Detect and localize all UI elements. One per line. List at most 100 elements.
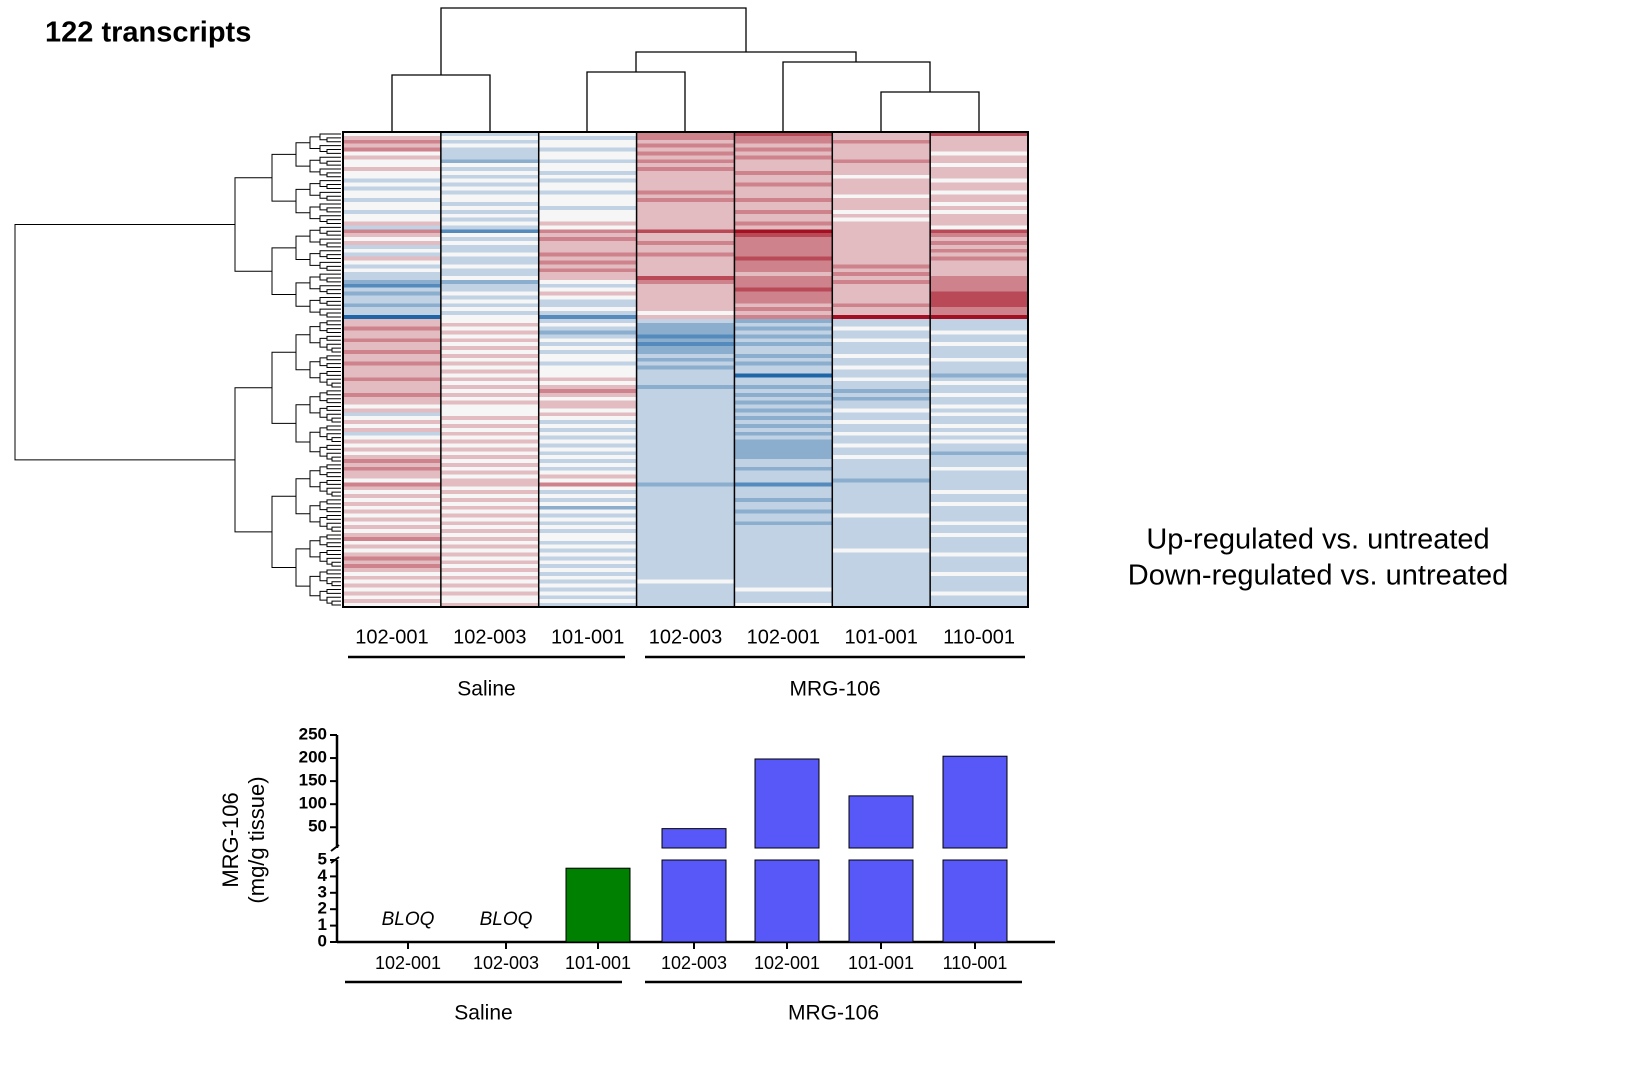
heatmap-cell — [538, 244, 637, 250]
heatmap-cell — [636, 244, 735, 250]
heatmap-cell — [538, 182, 637, 187]
heatmap-cell — [538, 194, 637, 199]
heatmap-cell — [343, 334, 442, 339]
heatmap-cell — [538, 571, 637, 577]
heatmap-cell — [930, 560, 1029, 565]
heatmap-cell — [440, 307, 540, 312]
heatmap-cell — [636, 381, 735, 386]
heatmap-cell — [343, 536, 442, 542]
heatmap-cell — [832, 548, 931, 553]
heatmap-cell — [832, 478, 931, 483]
heatmap-cell — [734, 447, 833, 452]
row-dendrogram — [309, 540, 320, 558]
heatmap-cell — [832, 186, 931, 191]
heatmap-cell — [440, 599, 540, 604]
heatmap-cell — [440, 147, 540, 152]
row-dendrogram — [326, 242, 341, 248]
heatmap-cell — [930, 583, 1029, 588]
row-dendrogram — [319, 133, 341, 141]
heatmap-cell — [343, 396, 442, 401]
heatmap-cell — [734, 548, 833, 553]
heatmap-cell — [734, 330, 833, 335]
heatmap-cell — [832, 190, 931, 195]
heatmap-cell — [636, 447, 735, 452]
heatmap-cell — [832, 205, 931, 211]
heatmap-cell — [734, 536, 833, 542]
row-dendrogram — [319, 250, 341, 258]
heatmap-cell — [440, 252, 540, 257]
row-dendrogram — [326, 499, 341, 505]
heatmap-cell — [832, 194, 931, 199]
heatmap-cell — [636, 295, 735, 300]
heatmap-cell — [930, 225, 1029, 230]
row-dendrogram — [326, 355, 341, 361]
heatmap-cell — [440, 178, 540, 183]
heatmap-cell — [832, 431, 931, 436]
heatmap-cell — [636, 361, 735, 366]
heatmap-cell — [832, 287, 931, 292]
heatmap-cell — [538, 552, 637, 557]
heatmap-cell — [930, 587, 1029, 592]
heatmap-cell — [930, 307, 1029, 312]
heatmap-cell — [343, 272, 442, 277]
heatmap-cell — [343, 587, 442, 592]
row-dendrogram — [309, 136, 320, 150]
heatmap-cell — [440, 314, 540, 320]
row-dendrogram — [319, 322, 327, 332]
heatmap-cell — [343, 505, 442, 510]
row-dendrogram — [326, 577, 341, 585]
row-dendrogram — [14, 223, 235, 461]
heatmap-cell — [636, 529, 735, 534]
heatmap-cell — [930, 311, 1029, 316]
row-dendrogram — [309, 183, 320, 196]
heatmap-cell — [343, 299, 442, 304]
heatmap-cell — [734, 248, 833, 253]
row-dendrogram — [319, 308, 341, 316]
heatmap-cell — [343, 237, 442, 242]
heatmap-cell — [343, 482, 442, 487]
heatmap-cell — [538, 163, 637, 168]
heatmap-cell — [930, 342, 1029, 347]
heatmap-cell — [538, 451, 637, 456]
heatmap-cell — [930, 536, 1029, 542]
heatmap-cell — [440, 248, 540, 253]
heatmap-cell — [930, 455, 1029, 460]
heatmap-cell — [930, 237, 1029, 242]
heatmap-cell — [734, 575, 833, 581]
heatmap-cell — [440, 194, 540, 199]
heatmap-cell — [538, 501, 637, 507]
heatmap-cell — [343, 135, 442, 141]
heatmap-cell — [343, 241, 442, 246]
heatmap-cell — [636, 268, 735, 273]
heatmap-cell — [343, 178, 442, 183]
heatmap-cell — [832, 540, 931, 546]
x-tick-label: 110-001 — [943, 953, 1008, 973]
heatmap-cell — [930, 381, 1029, 386]
heatmap-cell — [440, 556, 540, 561]
row-dendrogram — [326, 413, 341, 421]
heatmap-cell — [440, 533, 540, 538]
heatmap-cell — [538, 490, 637, 495]
heatmap-cell — [832, 533, 931, 538]
heatmap-cell — [636, 221, 735, 226]
heatmap-cell — [538, 420, 637, 425]
heatmap-cell — [538, 392, 637, 398]
row-dendrogram — [271, 247, 296, 296]
heatmap-cell — [343, 412, 442, 417]
heatmap-cell — [734, 568, 833, 573]
heatmap-cell — [440, 346, 540, 351]
heatmap-cell — [930, 564, 1029, 569]
heatmap-cell — [538, 186, 637, 191]
legend-label: Down-regulated vs. untreated — [1128, 560, 1508, 592]
heatmap-cell — [930, 186, 1029, 191]
x-tick-label: 102-003 — [661, 953, 727, 973]
heatmap-cell — [930, 353, 1029, 359]
heatmap-cell — [734, 462, 833, 468]
heatmap-cell — [636, 318, 735, 324]
heatmap-cell — [343, 264, 442, 269]
heatmap-cell — [538, 365, 637, 370]
row-dendrogram — [271, 351, 296, 424]
heatmap-cell — [440, 213, 540, 218]
row-dendrogram — [326, 433, 341, 441]
heatmap-cell — [734, 190, 833, 195]
